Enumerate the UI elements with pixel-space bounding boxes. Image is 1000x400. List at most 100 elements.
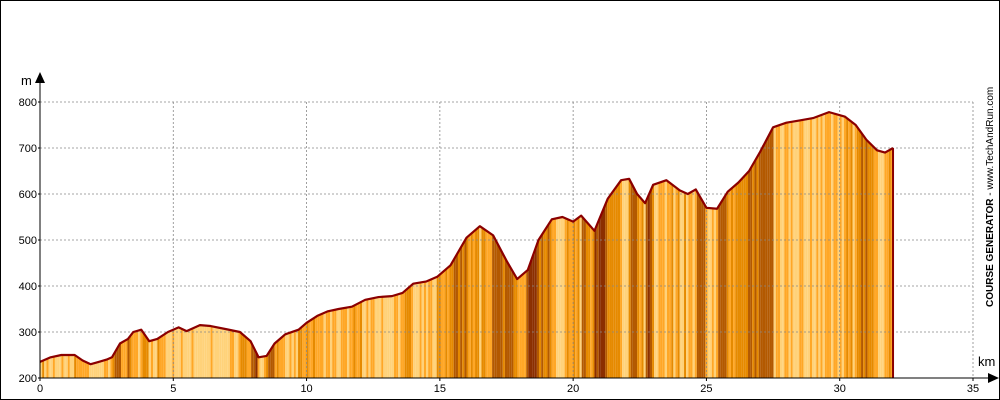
gradient-band <box>722 196 725 378</box>
gradient-band <box>698 194 702 378</box>
gradient-band <box>449 263 452 378</box>
gradient-band <box>455 252 458 378</box>
gradient-band <box>428 279 431 378</box>
gradient-band <box>681 191 685 378</box>
gradient-band <box>332 309 335 378</box>
gradient-band <box>882 151 885 378</box>
gradient-band <box>728 188 731 378</box>
gradient-band <box>172 329 175 378</box>
y-tick-label: 600 <box>19 189 37 201</box>
gradient-band <box>694 190 697 378</box>
gradient-band <box>502 253 505 378</box>
gradient-band <box>835 113 838 379</box>
gradient-band <box>519 274 522 378</box>
gradient-band <box>140 330 143 378</box>
gradient-band <box>709 208 712 378</box>
gradient-band <box>40 360 43 378</box>
gradient-band <box>116 345 119 378</box>
gradient-band <box>234 330 237 378</box>
gradient-band <box>349 306 352 378</box>
gradient-band <box>786 122 789 378</box>
gradient-band <box>336 309 339 378</box>
gradient-band <box>74 355 77 378</box>
gradient-band <box>133 331 136 378</box>
gradient-band <box>769 130 772 378</box>
gradient-band <box>52 356 55 378</box>
gradient-band <box>95 362 98 378</box>
gradient-band <box>419 282 422 378</box>
gradient-band <box>278 337 281 378</box>
gradient-band <box>617 181 621 378</box>
gradient-band <box>688 192 691 378</box>
gradient-band <box>84 361 87 378</box>
x-axis-arrow-icon <box>988 373 999 383</box>
gradient-band <box>760 146 763 378</box>
gradient-band <box>298 328 301 378</box>
gradient-band <box>494 237 497 378</box>
gradient-band <box>888 149 891 378</box>
gradient-band <box>726 190 729 378</box>
gradient-band <box>492 234 495 378</box>
gradient-band <box>628 178 631 378</box>
gradient-band <box>803 119 806 378</box>
gradient-band <box>295 329 299 378</box>
gradient-band <box>865 138 868 378</box>
gradient-band <box>229 329 232 378</box>
gradient-band <box>671 183 674 378</box>
gradient-band <box>161 334 164 378</box>
gradient-band <box>686 193 689 378</box>
gradient-band <box>852 122 855 379</box>
gradient-band <box>42 360 45 378</box>
gradient-band <box>180 328 183 378</box>
gradient-band <box>319 314 322 378</box>
gradient-band <box>622 179 625 378</box>
gradient-band <box>304 322 307 378</box>
gradient-band <box>344 307 348 378</box>
gradient-band <box>799 120 802 379</box>
axes <box>35 72 999 383</box>
gradient-band <box>447 266 450 378</box>
gradient-band <box>153 339 156 378</box>
gradient-band <box>408 285 412 378</box>
gradient-band <box>421 281 424 378</box>
gradient-band <box>400 292 403 378</box>
gradient-band <box>54 355 58 378</box>
gradient-band <box>807 118 810 378</box>
gradient-band <box>468 234 471 378</box>
gradient-band <box>217 327 220 378</box>
gradient-band <box>187 329 190 378</box>
gradient-band <box>118 342 122 378</box>
gradient-band <box>131 331 134 378</box>
gradient-band <box>443 269 446 378</box>
gradient-band <box>206 325 209 378</box>
gradient-band <box>285 333 288 378</box>
gradient-band <box>417 282 420 378</box>
gradient-band <box>643 201 646 378</box>
gradient-band <box>398 293 401 378</box>
gradient-band <box>366 299 369 378</box>
gradient-band <box>487 231 490 378</box>
gradient-band <box>839 115 842 378</box>
gradient-band <box>630 181 633 378</box>
gradient-band <box>521 273 525 378</box>
gradient-band <box>718 203 721 378</box>
gradient-band <box>110 356 113 378</box>
gradient-band <box>462 241 465 378</box>
gradient-band <box>242 334 245 378</box>
gradient-band <box>846 117 849 378</box>
gradient-band <box>547 222 550 378</box>
gradient-band <box>735 183 738 378</box>
gradient-band <box>530 256 533 378</box>
gradient-band <box>549 219 552 378</box>
gradient-band <box>692 190 695 378</box>
gradient-band <box>302 324 305 378</box>
gradient-band <box>809 118 812 378</box>
gradient-band <box>472 230 476 378</box>
gradient-band <box>645 197 648 378</box>
gradient-band <box>656 182 659 378</box>
elevation-profile-line <box>39 111 894 366</box>
gradient-band <box>826 112 830 379</box>
gradient-band <box>560 217 563 378</box>
gradient-band <box>556 217 559 378</box>
